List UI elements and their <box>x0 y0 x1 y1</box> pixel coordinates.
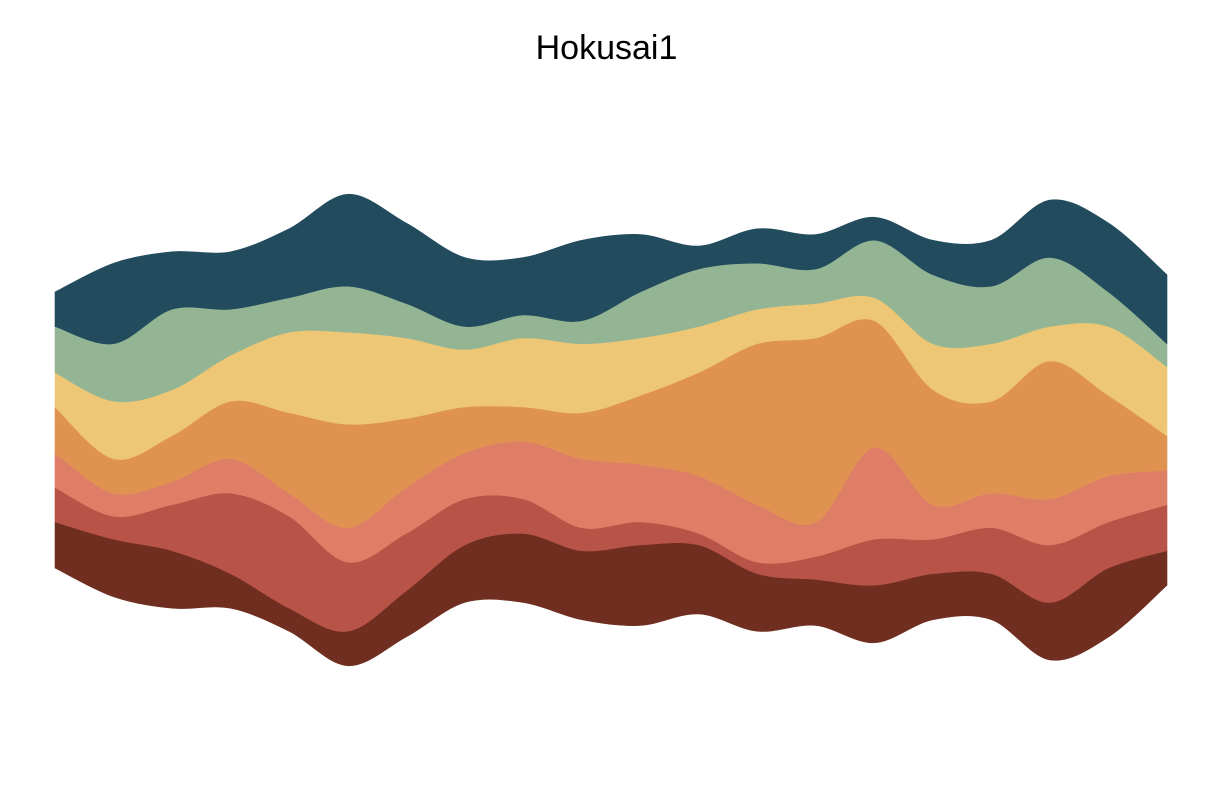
stream-layer-7 <box>54 193 1168 345</box>
stream-layers <box>54 193 1168 667</box>
chart-title: Hokusai1 <box>535 29 678 67</box>
